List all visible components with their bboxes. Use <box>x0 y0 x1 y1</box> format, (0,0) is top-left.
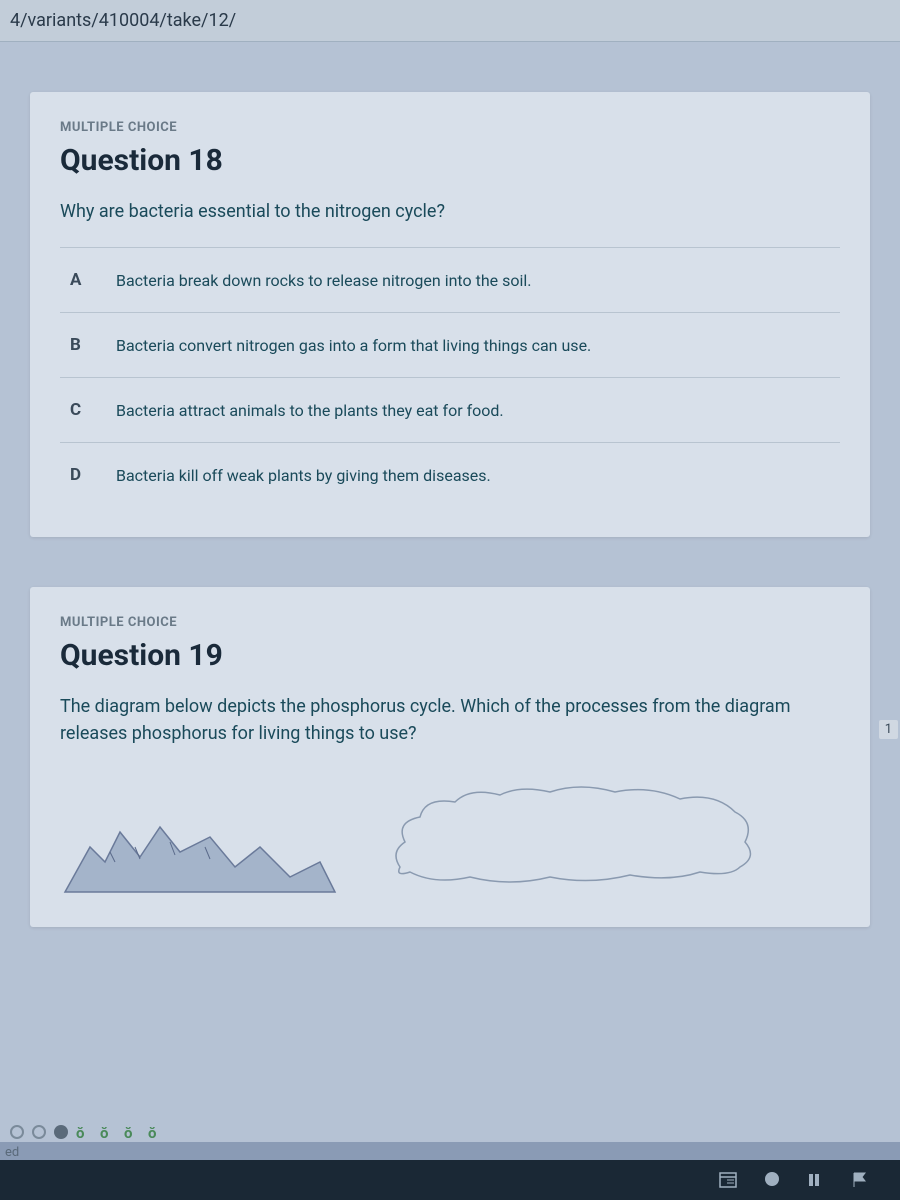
nav-dot[interactable] <box>32 1125 46 1139</box>
progress-dots: ŏ ŏ ŏ ŏ <box>10 1124 164 1140</box>
option-c[interactable]: C Bacteria attract animals to the plants… <box>60 378 840 443</box>
cloud-diagram <box>380 777 760 897</box>
chat-icon[interactable] <box>762 1170 782 1190</box>
taskbar <box>0 1160 900 1200</box>
nav-dot-complete[interactable]: ŏ <box>124 1124 140 1140</box>
question-title: Question 19 <box>60 638 840 673</box>
option-d[interactable]: D Bacteria kill off weak plants by givin… <box>60 443 840 507</box>
option-a[interactable]: A Bacteria break down rocks to release n… <box>60 248 840 313</box>
flag-icon[interactable] <box>850 1170 870 1190</box>
question-19-card: MULTIPLE CHOICE Question 19 The diagram … <box>30 587 870 927</box>
ed-label: ed <box>5 1145 19 1160</box>
content-area: MULTIPLE CHOICE Question 18 Why are bact… <box>0 42 900 1142</box>
question-18-card: MULTIPLE CHOICE Question 18 Why are bact… <box>30 92 870 537</box>
question-title: Question 18 <box>60 143 840 178</box>
settings-icon[interactable] <box>806 1170 826 1190</box>
question-type-label: MULTIPLE CHOICE <box>60 615 840 630</box>
option-text: Bacteria kill off weak plants by giving … <box>116 466 491 485</box>
option-letter: B <box>70 335 116 355</box>
question-type-label: MULTIPLE CHOICE <box>60 120 840 135</box>
nav-dot-current[interactable] <box>54 1125 68 1139</box>
page-badge: 1 <box>879 720 898 739</box>
answer-options: A Bacteria break down rocks to release n… <box>60 247 840 507</box>
option-letter: A <box>70 270 116 290</box>
option-letter: C <box>70 400 116 420</box>
nav-dot-complete[interactable]: ŏ <box>76 1124 92 1140</box>
nav-dot[interactable] <box>10 1125 24 1139</box>
url-bar[interactable]: 4/variants/410004/take/12/ <box>0 0 900 42</box>
option-text: Bacteria attract animals to the plants t… <box>116 401 504 420</box>
window-icon[interactable] <box>718 1170 738 1190</box>
question-text: Why are bacteria essential to the nitrog… <box>60 198 840 225</box>
option-text: Bacteria convert nitrogen gas into a for… <box>116 336 591 355</box>
url-path: 4/variants/410004/take/12/ <box>10 10 236 31</box>
option-letter: D <box>70 465 116 485</box>
nav-dot-complete[interactable]: ŏ <box>100 1124 116 1140</box>
option-text: Bacteria break down rocks to release nit… <box>116 271 531 290</box>
question-text: The diagram below depicts the phosphorus… <box>60 693 840 747</box>
diagram-area <box>60 777 840 897</box>
nav-dot-complete[interactable]: ŏ <box>148 1124 164 1140</box>
mountain-diagram <box>60 807 340 897</box>
option-b[interactable]: B Bacteria convert nitrogen gas into a f… <box>60 313 840 378</box>
